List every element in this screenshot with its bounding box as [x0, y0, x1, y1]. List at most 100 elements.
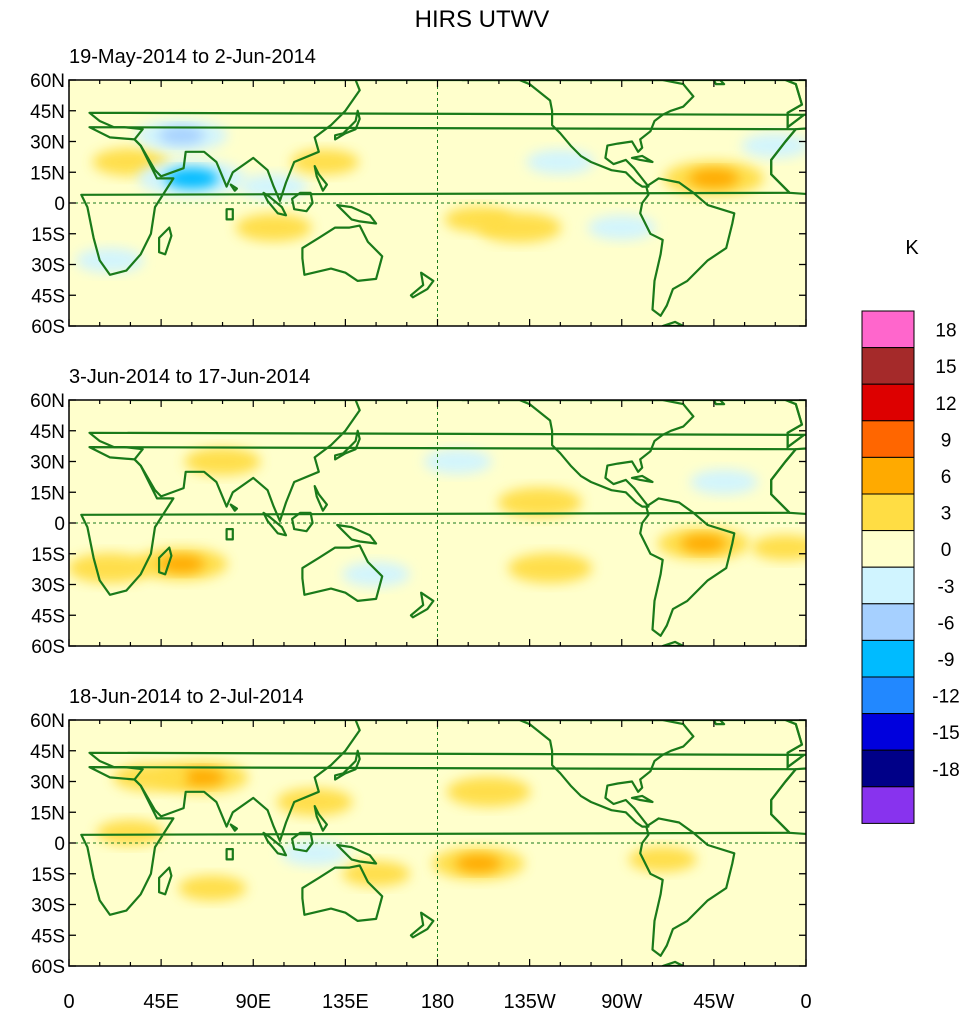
panel-2-reference-lines [69, 400, 806, 646]
panel-3-anomalies [96, 761, 697, 901]
x-tick-label: 135E [322, 991, 369, 1013]
y-tick-label: 30N [30, 453, 65, 474]
anomaly-region [477, 212, 562, 243]
anomaly-region [741, 133, 806, 159]
anomaly-core [179, 768, 226, 787]
anomaly-core [455, 854, 502, 873]
anomaly-region [69, 553, 152, 584]
panel-1-coastlines [80, 80, 806, 326]
y-tick-label: 30S [31, 576, 65, 597]
anomaly-core [680, 534, 727, 553]
y-tick-label: 30N [30, 773, 65, 794]
anomaly-region [446, 776, 531, 807]
colorbar-tick-label: -18 [932, 760, 959, 781]
anomaly-region [290, 149, 359, 175]
coastline-eurasia-wrap [785, 80, 806, 130]
coastline-antarctic-edge [661, 960, 685, 966]
y-tick-label: 30S [31, 896, 65, 917]
colorbar-tick-label: -6 [938, 613, 955, 634]
coastline-philippines [313, 804, 328, 832]
y-tick-label: 45N [30, 742, 65, 763]
coastline-japan [334, 429, 361, 461]
colorbar-box [861, 749, 915, 788]
colorbar-tick-label: 9 [941, 430, 952, 451]
coastline-japan [334, 749, 361, 781]
colorbar-box [861, 713, 915, 751]
coastline-south-america [639, 497, 736, 637]
coastline-cuba [630, 154, 654, 164]
chart-title: HIRS UTWV [415, 6, 550, 33]
y-tick-label: 30S [31, 256, 65, 277]
colorbar-box [861, 420, 915, 458]
coastline-borneo [291, 511, 314, 533]
y-tick-label: 45S [31, 926, 65, 947]
colorbar-boxes [861, 310, 915, 824]
coastline-japan [334, 109, 361, 141]
colorbar-box [861, 310, 915, 349]
anomaly-core [688, 168, 739, 188]
coastline-new-zealand [409, 271, 435, 299]
coastline-australia [301, 224, 384, 282]
coastline-kerguelen [225, 208, 234, 221]
y-tick-label: 30N [30, 133, 65, 154]
coastline-sri-lanka [229, 823, 238, 832]
x-tick-label: 180 [421, 991, 454, 1013]
coastline-sumatra [262, 511, 288, 537]
coastline-greenland-edge [712, 720, 726, 726]
coastline-sumatra [262, 191, 288, 217]
coastline-borneo [291, 191, 314, 213]
anomaly-region [508, 553, 593, 584]
y-tick-label: 15N [30, 163, 65, 184]
panel-2-y-axis: 60N 45N 30N 15N 0 15S 30S 45S 60S [30, 391, 807, 658]
coastline-greenland-edge [712, 400, 726, 406]
coastline-new-guinea [336, 204, 378, 225]
y-tick-label: 45N [30, 422, 65, 443]
y-tick-label: 0 [54, 194, 65, 215]
coastline-madagascar [158, 546, 173, 576]
y-tick-label: 45S [31, 606, 65, 627]
coastline-madagascar [158, 226, 173, 256]
coastline-madagascar [158, 866, 173, 896]
panel-3-reference-lines [69, 720, 806, 966]
anomaly-region [178, 875, 247, 901]
colorbar-box [861, 530, 915, 568]
coastline-kerguelen [225, 527, 234, 541]
y-tick-label: 60N [30, 391, 65, 412]
panel-3-y-axis: 60N 45N 30N 15N 0 15S 30S 45S 60S [30, 711, 807, 978]
anomaly-region [690, 469, 759, 495]
y-tick-label: 45N [30, 102, 65, 123]
panel-1-reference-lines [69, 80, 806, 326]
coastline-philippines [313, 485, 328, 512]
colorbar-tick-label: 6 [941, 467, 952, 488]
anomaly-region [587, 215, 656, 241]
anomaly-core [158, 126, 205, 145]
anomaly-region [112, 763, 189, 792]
colorbar: K 18 15 12 9 6 3 0 -3 -6 -9 -12 -15 -18 [861, 237, 960, 824]
panel-2-anomalies [69, 447, 806, 587]
anomaly-region [342, 561, 411, 587]
anomaly-region [423, 448, 492, 475]
y-tick-label: 45S [31, 286, 65, 307]
colorbar-tick-label: -3 [938, 577, 955, 598]
colorbar-tick-label: -9 [938, 650, 955, 671]
colorbar-tick-label: -12 [932, 687, 959, 708]
y-tick-label: 15S [31, 545, 65, 566]
anomaly-region [96, 820, 165, 846]
panel-2-title: 3-Jun-2014 to 17-Jun-2014 [69, 366, 310, 388]
coastline-eurasia [88, 400, 806, 523]
colorbar-box [861, 493, 915, 532]
coastline-sri-lanka [229, 183, 238, 192]
anomaly-region [628, 846, 697, 873]
colorbar-tick-label: 15 [935, 357, 956, 378]
colorbar-box [861, 347, 915, 385]
coastline-new-guinea [336, 843, 378, 865]
coastline-south-america [639, 177, 736, 317]
colorbar-box [861, 456, 915, 495]
coastline-cuba [630, 794, 654, 804]
colorbar-tick-labels: 18 15 12 9 6 3 0 -3 -6 -9 -12 -15 -18 [932, 321, 959, 781]
x-tick-label: 0 [63, 991, 74, 1013]
y-tick-label: 0 [54, 514, 65, 535]
colorbar-box [861, 639, 915, 678]
coastline-south-america [639, 817, 736, 957]
